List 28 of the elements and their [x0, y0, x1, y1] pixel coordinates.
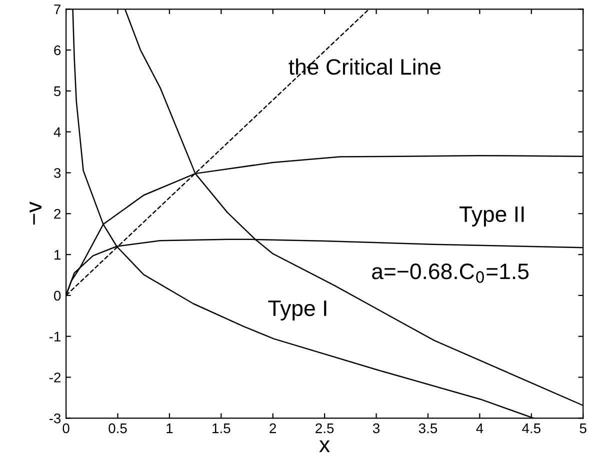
x-tick-label: 1.5 [212, 424, 230, 434]
y-tick-label: 5 [54, 86, 61, 96]
annotation: Type II [460, 206, 524, 226]
x-tick-label: 5 [580, 424, 586, 434]
x-tick-label: 2.5 [316, 423, 334, 434]
y-tick-label: 1 [54, 250, 61, 260]
x-tick-label: 0.5 [108, 423, 127, 434]
y-tick-label: 4 [54, 127, 61, 137]
y-tick-label: -3 [49, 413, 61, 424]
y-tick-label: 3 [54, 168, 61, 178]
x-tick-label: 2 [270, 423, 276, 434]
y-tick-label: 6 [54, 45, 61, 56]
y-tick-label: -2 [49, 372, 60, 382]
x-axis-title: x [319, 440, 330, 452]
y-tick-label: 0 [54, 290, 61, 301]
x-tick-label: 4.5 [522, 424, 540, 434]
y-tick-label: -1 [49, 332, 61, 342]
x-tick-label: 3.5 [418, 423, 438, 434]
x-tick-label: 1 [166, 424, 173, 434]
x-tick-label: 3 [372, 423, 380, 434]
y-tick-label: 2 [54, 208, 60, 219]
annotation: Type I [268, 300, 326, 321]
y-axis-title: −v [30, 202, 42, 225]
y-tick-label: 7 [54, 4, 60, 14]
x-tick-label: 4 [476, 424, 484, 434]
annotation: a=−0.68.C$_{0}$=1.5 [372, 264, 529, 283]
annotation: the Critical Line [288, 58, 441, 75]
x-tick-label: 0 [62, 423, 70, 434]
